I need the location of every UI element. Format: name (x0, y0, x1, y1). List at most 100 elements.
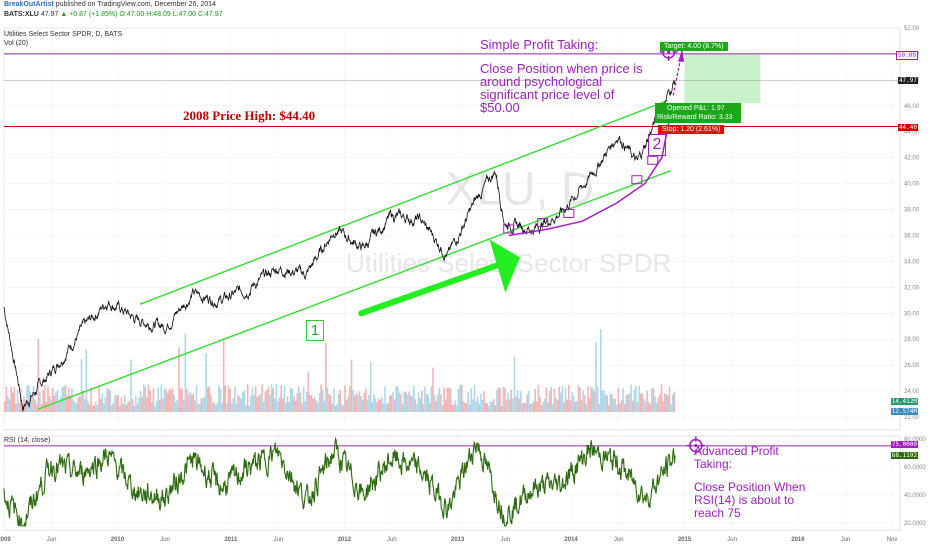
publisher-suffix: published on TradingView.com, December 2… (53, 1, 216, 8)
volume-bar (558, 386, 561, 412)
high-2008-label: 2008 Price High: $44.40 (183, 108, 316, 123)
volume-bar (133, 405, 136, 412)
rsi-series-line (3, 436, 676, 528)
volume-bar (588, 398, 591, 412)
volume-bar (317, 402, 319, 412)
volume-bar (435, 400, 437, 412)
volume-bar (77, 397, 80, 412)
volume-bar (630, 384, 632, 412)
target-label[interactable]: Target: 4.00 (8.7%) (660, 42, 728, 51)
volume-bar (369, 361, 372, 412)
rsi-tick-label: 40.0000 (904, 493, 926, 499)
volume-bar (264, 391, 267, 412)
volume-bar (544, 398, 546, 412)
volume-bar (379, 400, 382, 412)
publisher-name[interactable]: BreakOutArtist (4, 1, 54, 8)
volume-bar (187, 394, 190, 412)
volume-bar (552, 403, 554, 412)
volume-bar (74, 401, 76, 412)
volume-bar (397, 386, 399, 412)
volume-bar (668, 386, 671, 412)
volume-bar (587, 386, 589, 412)
volume-bar (258, 395, 260, 412)
volume-bar (197, 403, 199, 412)
volume-bar (631, 400, 634, 412)
volume-bar (240, 398, 243, 412)
price-tag-50: 50.00 (895, 51, 918, 60)
volume-bar (579, 387, 581, 412)
pivot-box-marker (537, 218, 549, 228)
volume-bar (599, 329, 602, 412)
volume-bar (280, 385, 283, 412)
channel-lower-line (37, 169, 672, 410)
volume-bar (644, 401, 647, 412)
rsi-tag-value: 68.1192 (890, 452, 918, 459)
volume-bar (326, 387, 329, 412)
volume-bar (53, 395, 56, 412)
volume-bar (155, 401, 158, 412)
volume-bar (56, 390, 59, 412)
volume-bar (662, 401, 664, 412)
volume-bar (205, 353, 207, 412)
volume-bar (135, 395, 137, 412)
volume-bar (476, 396, 479, 412)
volume-bar (563, 402, 565, 412)
volume-bar (43, 385, 46, 412)
volume-bar (227, 385, 230, 412)
volume-bar (315, 400, 318, 412)
volume-bar (120, 397, 123, 412)
volume-bar (534, 389, 537, 412)
volume-bar (582, 390, 584, 412)
x-tick-label: 2014 (564, 537, 578, 543)
volume-bar (321, 390, 324, 412)
volume-bar (307, 371, 310, 412)
volume-bar (174, 401, 177, 412)
volume-bar (206, 387, 209, 412)
volume-bar (282, 398, 284, 412)
volume-bar (179, 388, 182, 412)
volume-bar (446, 388, 449, 412)
volume-bar (48, 395, 51, 412)
stop-label[interactable]: Stop: 1.20 (2.61%) (658, 125, 725, 134)
volume-bar (10, 386, 12, 412)
volume-bar (488, 405, 490, 412)
volume-bar (18, 402, 20, 412)
volume-bar (232, 398, 235, 412)
volume-bar (421, 390, 423, 412)
volume-bar (82, 390, 84, 412)
volume-bar (510, 389, 513, 412)
volume-bar (170, 390, 172, 412)
price-tick-label: 28.00 (904, 337, 920, 343)
volume-bar (636, 402, 639, 412)
volume-bar (424, 386, 426, 412)
volume-bar (266, 389, 268, 412)
volume-bar (334, 405, 337, 412)
volume-bar (593, 390, 596, 412)
volume-bar (457, 388, 460, 412)
position-info[interactable]: Opened P&L: 1.97 Risk/Reward Ratio: 3.33 (655, 103, 741, 123)
volume-bar (520, 391, 522, 412)
x-tick-label: Nov (887, 537, 898, 543)
volume-bar (342, 405, 345, 412)
symbol[interactable]: BATS:XLU (4, 11, 39, 18)
volume-bar (250, 395, 252, 412)
volume-bar (166, 392, 169, 412)
volume-bar (301, 403, 303, 412)
volume-bar (256, 396, 259, 412)
volume-bar (460, 384, 463, 412)
volume-bar (409, 395, 412, 412)
volume-bar (475, 401, 477, 412)
price-tick-label: 36.00 (904, 233, 920, 239)
volume-bar (37, 339, 40, 412)
volume-bar (585, 404, 588, 412)
horizontal-levels (4, 53, 900, 447)
volume-bar (99, 398, 102, 412)
volume-bar (619, 403, 621, 412)
volume-bar (590, 387, 592, 412)
volume-bar (91, 405, 94, 412)
volume-bar (659, 394, 661, 412)
volume-bar (128, 401, 131, 412)
ohlc-values: O:47.00 H:48.09 L:47.00 C:47.97 (119, 11, 223, 18)
volume-bar (138, 397, 140, 412)
